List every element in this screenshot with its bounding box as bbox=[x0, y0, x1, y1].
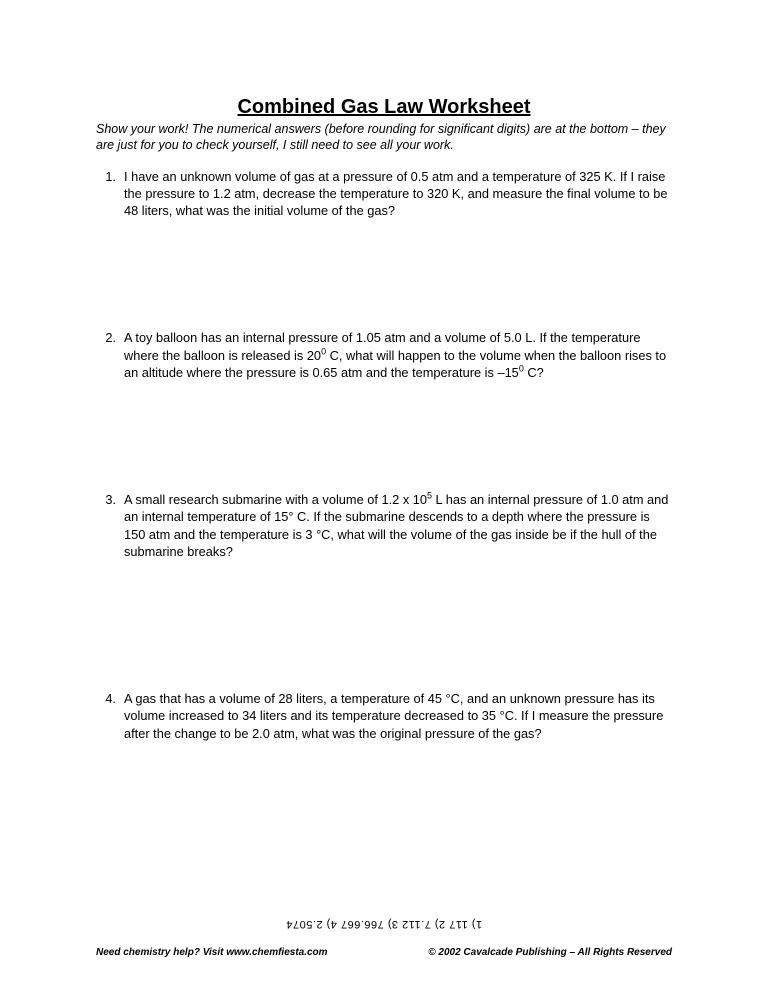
footer-left: Need chemistry help? Visit www.chemfiest… bbox=[96, 947, 328, 958]
question-2: 2. A toy balloon has an internal pressur… bbox=[96, 329, 672, 381]
question-number: 1. bbox=[96, 168, 124, 220]
question-number: 3. bbox=[96, 491, 124, 560]
footer-right: © 2002 Cavalcade Publishing – All Rights… bbox=[428, 947, 672, 958]
answer-key: 1) 117 2) 7.112 3) 766.667 4) 2.5074 bbox=[0, 918, 768, 930]
question-text: I have an unknown volume of gas at a pre… bbox=[124, 168, 672, 220]
worksheet-page: Combined Gas Law Worksheet Show your wor… bbox=[0, 0, 768, 994]
question-number: 4. bbox=[96, 690, 124, 742]
page-footer: Need chemistry help? Visit www.chemfiest… bbox=[96, 947, 672, 958]
question-text: A toy balloon has an internal pressure o… bbox=[124, 329, 672, 381]
question-text: A gas that has a volume of 28 liters, a … bbox=[124, 690, 672, 742]
question-3: 3. A small research submarine with a vol… bbox=[96, 491, 672, 560]
question-1: 1. I have an unknown volume of gas at a … bbox=[96, 168, 672, 220]
intro-text: Show your work! The numerical answers (b… bbox=[96, 121, 672, 154]
question-number: 2. bbox=[96, 329, 124, 381]
question-4: 4. A gas that has a volume of 28 liters,… bbox=[96, 690, 672, 742]
question-text: A small research submarine with a volume… bbox=[124, 491, 672, 560]
page-title: Combined Gas Law Worksheet bbox=[96, 96, 672, 119]
